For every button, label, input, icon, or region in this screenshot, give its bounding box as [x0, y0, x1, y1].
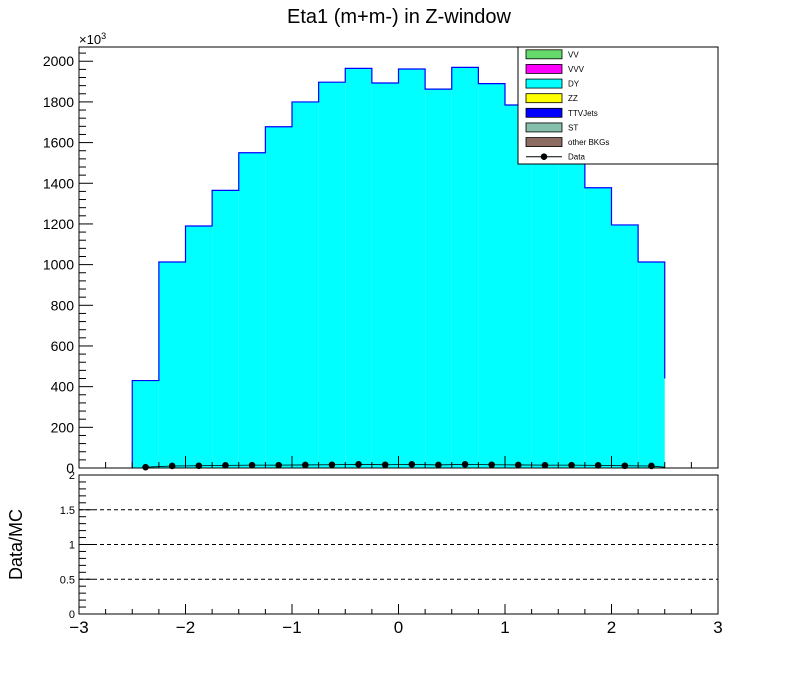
legend-swatch — [525, 122, 563, 133]
legend-label: Data — [568, 153, 585, 162]
legend-swatch — [525, 78, 563, 89]
ratio-y-tick-label: 0 — [69, 609, 75, 621]
data-point — [381, 461, 389, 469]
data-point — [195, 462, 203, 470]
x-tick-label: 3 — [713, 618, 722, 637]
ratio-y-axis-label: Data/MC — [6, 509, 26, 580]
x-tick-label: −3 — [69, 618, 88, 637]
legend-swatch — [525, 49, 563, 60]
chart-title: Eta1 (m+m-) in Z-window — [287, 6, 511, 28]
legend-swatch — [525, 137, 563, 147]
legend-data-marker — [540, 153, 548, 160]
y-axis-multiplier: ×103 — [79, 31, 106, 47]
dy-bar — [292, 101, 319, 469]
dy-bar — [132, 380, 159, 468]
legend-label: ZZ — [568, 94, 578, 103]
legend-swatch — [525, 93, 563, 104]
ratio-plot: 0 0.5 1 1.5 2 −3 −2 −1 0 1 2 3 Data/MC — [6, 470, 723, 637]
y-tick-label: 2000 — [43, 53, 74, 69]
dy-bar — [158, 261, 186, 468]
dy-bar — [611, 224, 639, 468]
ratio-y-tick-label: 2 — [69, 470, 75, 482]
data-point — [621, 462, 629, 470]
ratio-y-tick-label: 1.5 — [60, 505, 75, 517]
dy-bar — [345, 68, 372, 468]
dy-bar — [638, 261, 665, 468]
data-point — [568, 461, 575, 469]
dy-bar — [212, 190, 239, 468]
data-point — [248, 461, 256, 469]
data-point — [515, 461, 522, 469]
legend-label: other BKGs — [568, 138, 609, 147]
x-tick-label: 0 — [394, 618, 403, 637]
y-tick-label: 1000 — [43, 257, 74, 273]
x-tick-label: −2 — [176, 618, 195, 637]
data-point — [328, 461, 336, 469]
y-tick-label: 200 — [51, 419, 75, 435]
y-tick-label: 1800 — [43, 94, 74, 110]
dy-bar — [185, 225, 213, 468]
y-tick-label: 600 — [51, 338, 75, 354]
data-point — [142, 463, 149, 471]
dy-bar — [425, 89, 452, 468]
dy-bar — [531, 129, 559, 468]
data-point — [488, 461, 495, 469]
data-point — [435, 461, 442, 469]
data-point — [275, 461, 282, 469]
legend-label: DY — [568, 80, 580, 89]
legend-label: VVV — [568, 65, 585, 74]
dy-bar — [398, 68, 426, 469]
y-tick-label: 1200 — [43, 216, 74, 232]
data-point — [461, 461, 469, 468]
data-point — [541, 461, 549, 469]
dy-bar — [238, 152, 266, 468]
data-point — [594, 462, 602, 469]
y-tick-label: 0 — [66, 460, 74, 476]
dy-bar — [318, 82, 346, 468]
dy-bar — [584, 187, 612, 468]
dy-bar — [265, 126, 292, 469]
legend-label: ST — [568, 123, 578, 132]
legend-swatch — [525, 64, 563, 74]
data-point — [408, 461, 416, 468]
dy-bar — [478, 83, 505, 468]
data-point — [355, 461, 362, 468]
legend-label: VV — [568, 50, 579, 59]
y-tick-label: 800 — [51, 297, 75, 313]
ratio-y-tick-label: 1 — [69, 540, 75, 552]
y-axis-multiplier-exponent: 3 — [101, 31, 106, 41]
x-tick-label: 2 — [607, 618, 616, 637]
x-tick-label: 1 — [500, 618, 509, 637]
dy-bar — [451, 67, 479, 468]
y-tick-label: 400 — [51, 379, 75, 395]
legend-swatch — [525, 107, 563, 118]
dy-bar — [558, 153, 585, 468]
dy-bar — [371, 82, 399, 469]
ratio-y-tick-label: 0.5 — [60, 574, 75, 586]
ratio-frame — [78, 474, 719, 615]
x-tick-label: −1 — [282, 618, 301, 637]
legend-label: TTVJets — [568, 109, 598, 118]
data-point — [222, 462, 229, 469]
y-tick-label: 1400 — [43, 175, 74, 191]
y-tick-label: 1600 — [43, 135, 74, 151]
data-point — [302, 461, 309, 469]
dy-bar — [505, 104, 532, 468]
